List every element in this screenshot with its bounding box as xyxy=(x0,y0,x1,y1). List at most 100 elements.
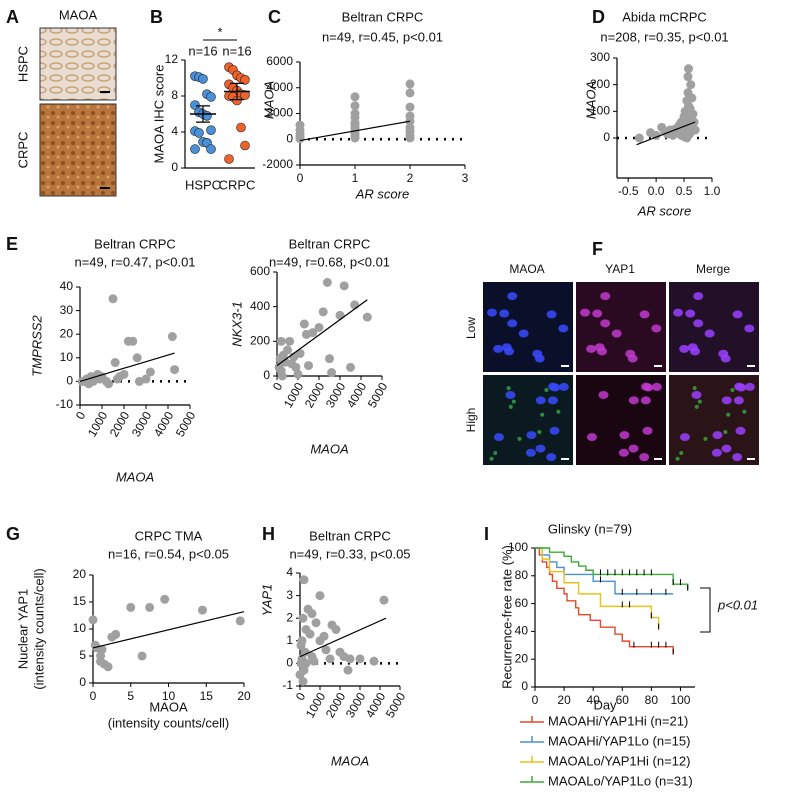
column-label: YAP1 xyxy=(605,262,635,276)
point xyxy=(335,310,345,320)
point xyxy=(300,647,310,657)
point xyxy=(321,645,331,655)
image-title: MAOA xyxy=(59,7,98,22)
survival-curve xyxy=(535,547,689,590)
nucleus xyxy=(493,433,504,442)
crpc-image xyxy=(39,103,117,197)
point xyxy=(97,645,107,655)
chart-title: Beltran CRPC xyxy=(94,236,176,251)
signal xyxy=(506,386,511,391)
y-tick-label: 20 xyxy=(73,567,87,581)
x-tick-label: 80 xyxy=(645,693,659,707)
panel-letter: A xyxy=(6,7,19,27)
nucleus xyxy=(499,309,510,318)
y-tick-label: 0 xyxy=(521,679,528,693)
y-axis-label: YAP1 xyxy=(259,584,274,617)
nucleus xyxy=(586,433,597,442)
x-tick-label: 0 xyxy=(297,171,304,185)
survival-curve xyxy=(535,547,674,654)
annotation: p<0.01 xyxy=(717,597,758,612)
nucleus xyxy=(721,396,732,405)
nucleus xyxy=(718,349,729,358)
point xyxy=(405,133,415,143)
point xyxy=(322,277,332,287)
y-axis-label: (intensity counts/cell) xyxy=(31,568,46,689)
x-tick-label: 20 xyxy=(557,693,571,707)
signal xyxy=(703,436,708,441)
column-label: MAOA xyxy=(509,262,544,276)
point xyxy=(110,358,120,368)
point xyxy=(634,133,644,143)
chart-title: CRPC TMA xyxy=(135,528,203,543)
y-tick-label: 3 xyxy=(286,588,293,602)
y-tick-label: 80 xyxy=(515,568,529,582)
trendline xyxy=(276,299,368,367)
y-tick-label: 30 xyxy=(60,303,74,317)
nucleus xyxy=(693,319,704,328)
point xyxy=(345,654,355,664)
y-tick-label: 100 xyxy=(590,104,610,118)
point xyxy=(145,367,155,377)
point xyxy=(350,133,360,143)
nucleus xyxy=(547,396,558,405)
point xyxy=(167,332,177,342)
row-label: Low xyxy=(464,317,478,339)
panel-letter: F xyxy=(592,239,603,259)
point xyxy=(299,665,309,675)
point xyxy=(291,362,301,372)
y-tick-label: 6000 xyxy=(266,54,293,68)
chart-title: Beltran CRPC xyxy=(342,9,424,24)
x-axis-label: Day xyxy=(593,697,617,712)
panel-letter: G xyxy=(6,524,20,544)
x-tick-label: 5000 xyxy=(173,409,199,439)
nucleus xyxy=(532,349,543,358)
signal xyxy=(697,399,702,404)
nucleus xyxy=(732,453,743,462)
point xyxy=(315,591,325,601)
signal xyxy=(694,404,699,409)
chart-subtitle: n=49, r=0.68, p<0.01 xyxy=(269,254,390,269)
y-axis-label: Nuclear YAP1 xyxy=(15,589,30,669)
signal xyxy=(511,399,516,404)
x-axis-label: MAOA xyxy=(310,441,348,456)
x-tick-label: 60 xyxy=(616,693,630,707)
y-tick-label: 40 xyxy=(515,624,529,638)
y-tick-label: 1 xyxy=(286,633,293,647)
signal xyxy=(508,404,513,409)
x-tick-label: 10 xyxy=(162,689,176,703)
chart-subtitle: n=49, r=0.33, p<0.05 xyxy=(289,546,410,561)
point xyxy=(141,374,151,384)
point xyxy=(137,651,147,661)
y-tick-label: 15 xyxy=(73,594,87,608)
point xyxy=(305,629,315,639)
x-tick-label: CRPC xyxy=(219,177,256,192)
nucleus xyxy=(507,319,518,328)
nucleus xyxy=(651,324,662,333)
y-axis-label: TMPRSS2 xyxy=(29,315,44,377)
y-axis-label: MAOA IHC score xyxy=(151,65,166,164)
y-tick-label: 2000 xyxy=(266,106,293,120)
signal xyxy=(537,429,542,434)
x-tick-label: 4000 xyxy=(151,409,177,439)
nucleus xyxy=(546,453,557,462)
nucleus xyxy=(493,344,504,353)
point xyxy=(283,345,292,355)
point xyxy=(240,75,250,85)
point xyxy=(145,602,155,612)
nucleus xyxy=(535,444,546,453)
error-bar xyxy=(230,82,244,101)
y-tick-label: 0 xyxy=(171,160,178,174)
y-tick-label: 400 xyxy=(250,299,270,313)
point xyxy=(206,125,216,135)
point xyxy=(202,111,212,121)
nucleus xyxy=(690,347,701,356)
nucleus xyxy=(548,382,559,391)
x-tick-label: 0 xyxy=(90,689,97,703)
x-tick-label: 15 xyxy=(200,689,214,703)
point xyxy=(405,88,415,98)
point xyxy=(309,656,319,666)
point xyxy=(687,93,697,103)
panel-letter: D xyxy=(592,7,605,27)
x-tick-label: 0 xyxy=(293,690,309,703)
x-tick-label: 5000 xyxy=(365,380,391,410)
